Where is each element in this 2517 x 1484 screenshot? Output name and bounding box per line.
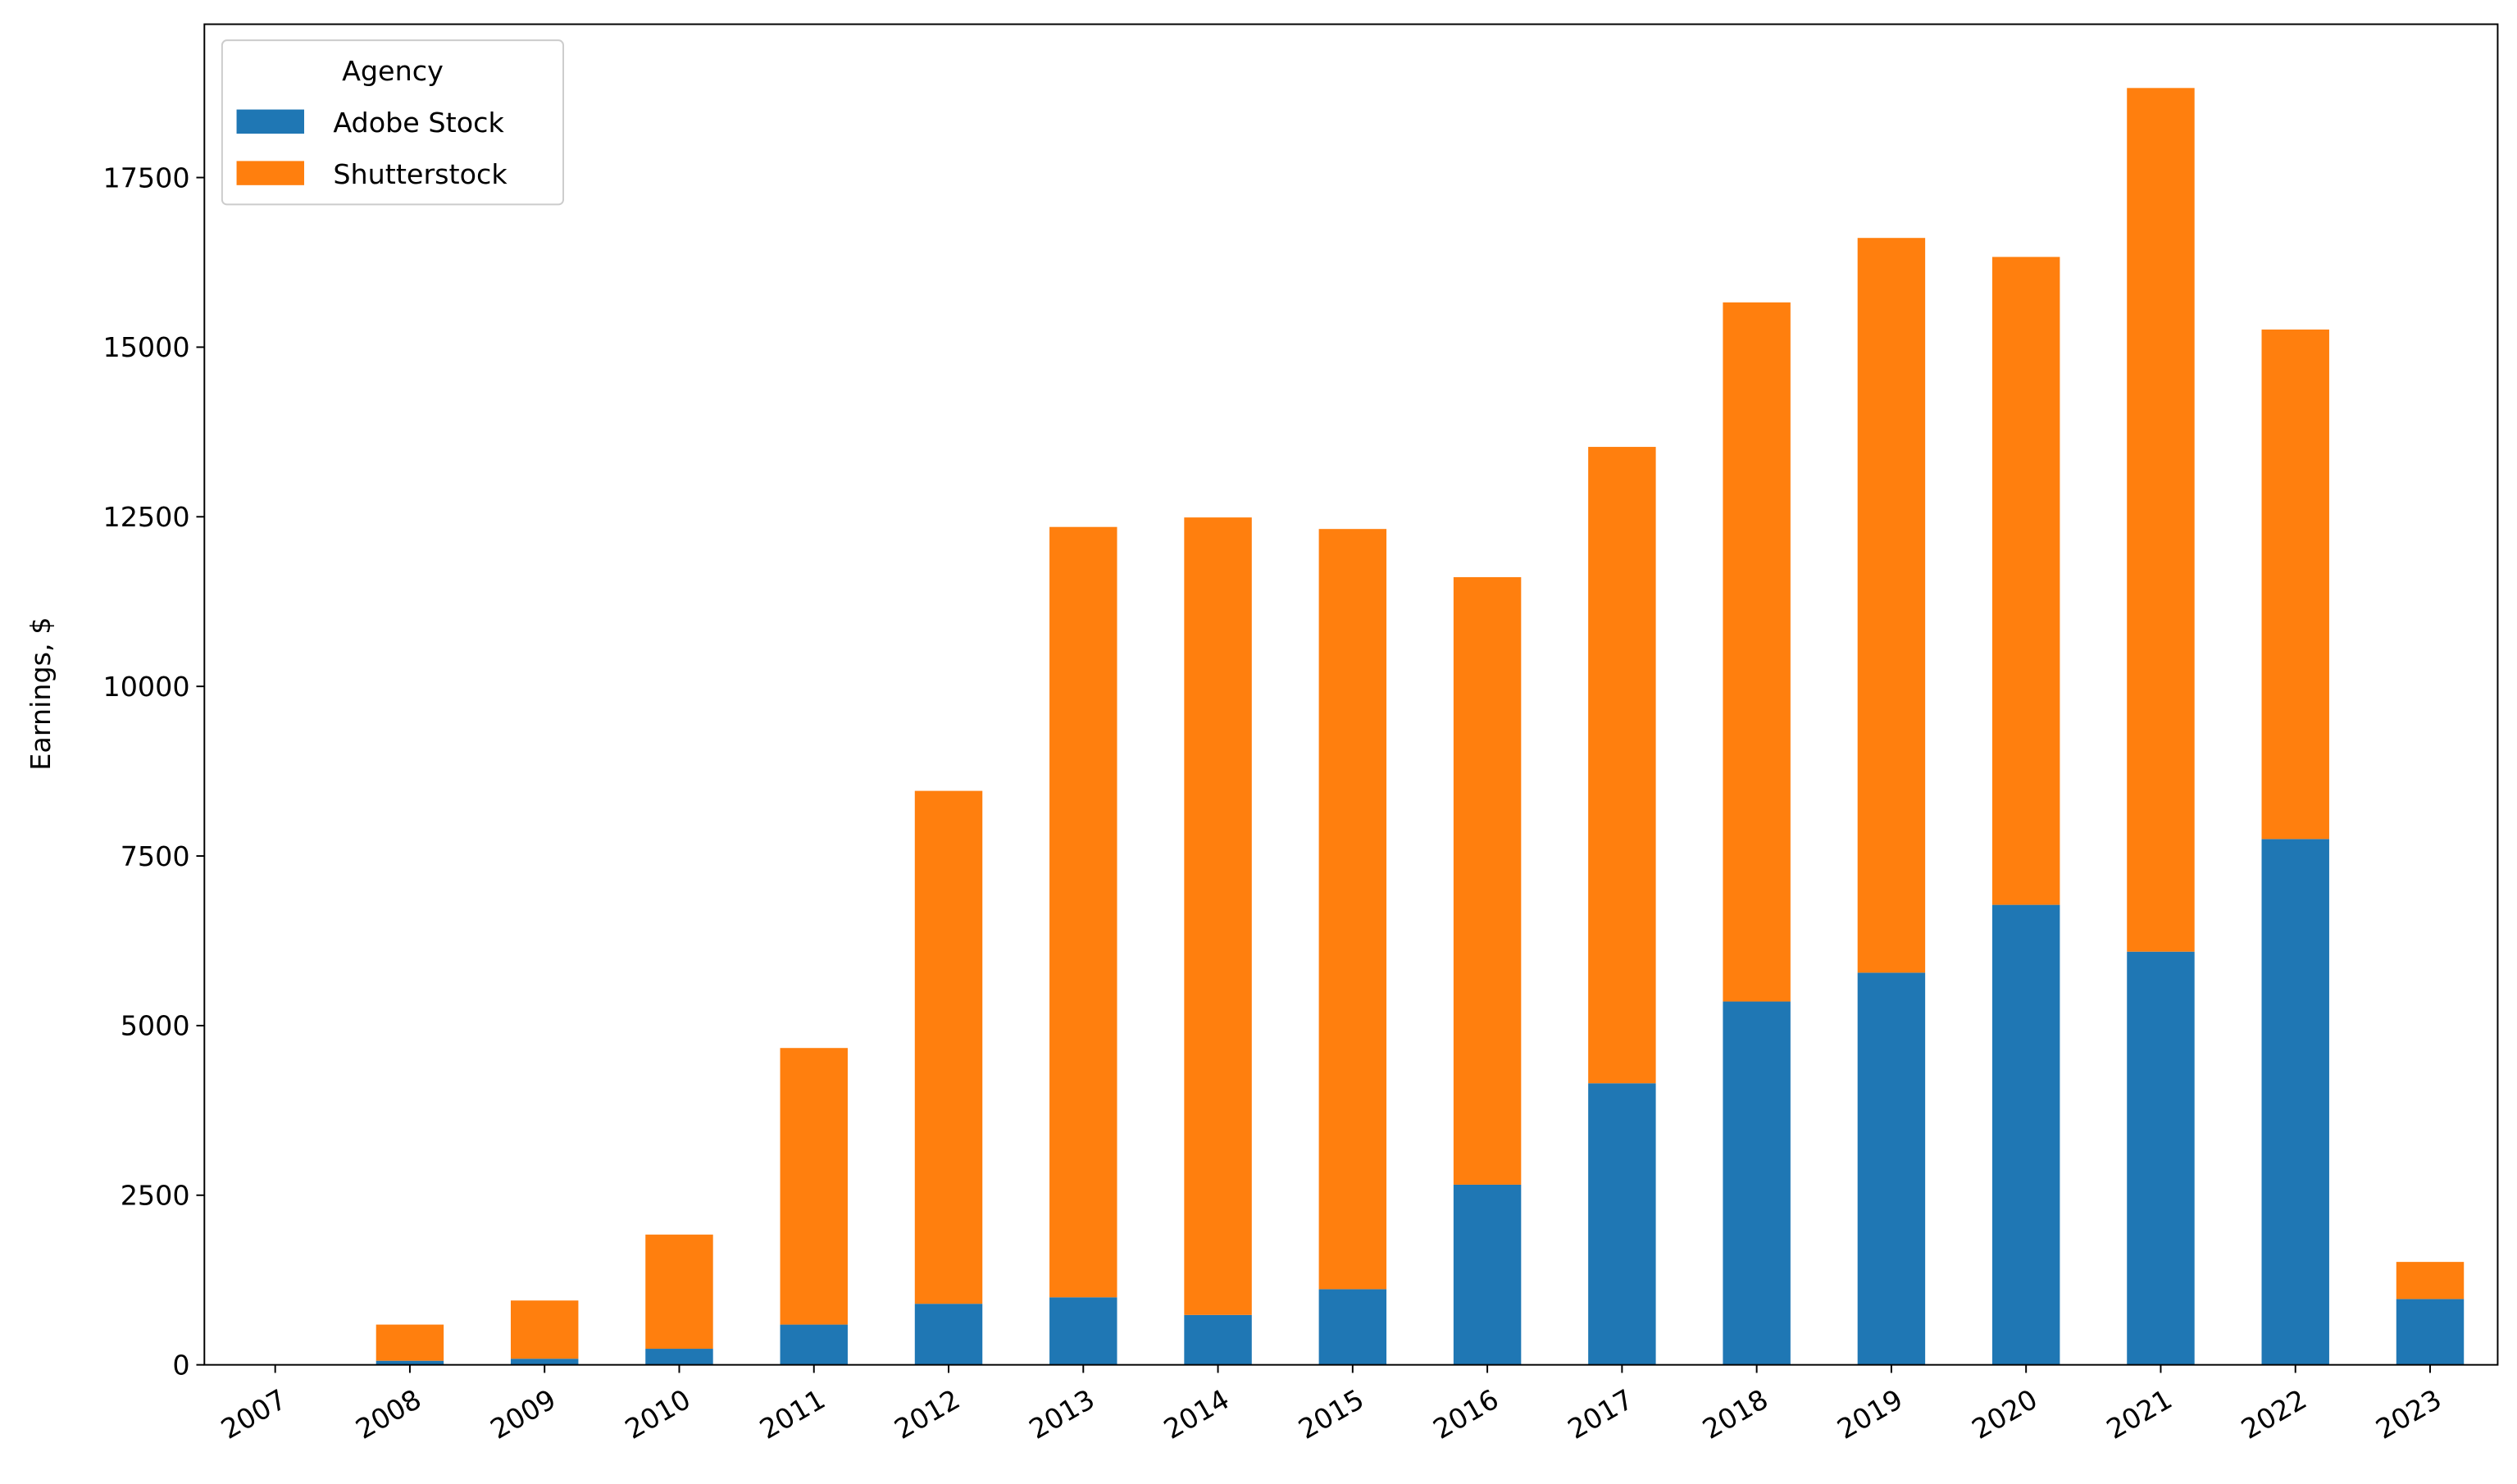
y-tick-label: 5000: [121, 1010, 190, 1042]
bar-adobe-stock-2023: [2396, 1299, 2465, 1365]
bar-shutterstock-2019: [1857, 238, 1926, 973]
legend-label-shutterstock: Shutterstock: [333, 158, 507, 190]
bar-shutterstock-2021: [2127, 88, 2195, 952]
bar-shutterstock-2020: [1991, 257, 2060, 905]
x-tick-label: 2017: [1563, 1383, 1639, 1445]
bar-adobe-stock-2008: [376, 1360, 444, 1365]
x-tick-label: 2010: [620, 1383, 696, 1445]
bar-shutterstock-2022: [2261, 329, 2329, 840]
bars-layer: [376, 88, 2465, 1365]
x-tick-label: 2009: [485, 1383, 561, 1445]
x-tick-label: 2020: [1966, 1383, 2042, 1445]
x-tick-label: 2013: [1024, 1383, 1100, 1445]
bar-adobe-stock-2009: [510, 1359, 579, 1365]
legend: Agency Adobe Stock Shutterstock: [221, 39, 565, 206]
y-tick-label: 17500: [102, 162, 189, 193]
plot-frame: [203, 23, 2499, 1366]
bar-shutterstock-2014: [1184, 517, 1252, 1315]
legend-swatch-adobe-stock: [236, 109, 304, 134]
legend-box: [221, 39, 565, 206]
bar-adobe-stock-2020: [1991, 904, 2060, 1365]
bar-shutterstock-2012: [914, 790, 983, 1304]
y-tick-label: 0: [172, 1349, 189, 1381]
x-tick-label: 2007: [216, 1383, 292, 1445]
x-tick-label: 2011: [754, 1383, 831, 1445]
y-tick-label: 15000: [102, 331, 189, 363]
x-tick-label: 2014: [1158, 1383, 1235, 1445]
bar-shutterstock-2018: [1723, 302, 1791, 1002]
y-tick-label: 10000: [102, 671, 189, 703]
x-tick-label: 2019: [1832, 1383, 1908, 1445]
bar-adobe-stock-2017: [1588, 1083, 1656, 1365]
bar-adobe-stock-2018: [1723, 1001, 1791, 1365]
bar-adobe-stock-2012: [914, 1304, 983, 1365]
bar-adobe-stock-2011: [780, 1324, 848, 1365]
y-axis-label: Earnings, $: [25, 617, 57, 771]
x-axis: 2007 2008 2009 2010 2011 2012 2013 2014 2015 2016…: [216, 1364, 2446, 1445]
bar-shutterstock-2009: [510, 1300, 579, 1359]
bar-shutterstock-2023: [2396, 1262, 2465, 1300]
y-tick-label: 2500: [121, 1180, 190, 1212]
legend-label-adobe-stock: Adobe Stock: [333, 107, 504, 139]
bar-shutterstock-2016: [1453, 576, 1522, 1185]
y-tick-label: 12500: [102, 501, 189, 533]
x-tick-label: 2016: [1427, 1383, 1504, 1445]
bar-shutterstock-2010: [645, 1234, 713, 1350]
x-tick-label: 2012: [889, 1383, 965, 1445]
bar-adobe-stock-2015: [1318, 1289, 1387, 1365]
bar-adobe-stock-2013: [1049, 1297, 1117, 1365]
x-tick-label: 2018: [1697, 1383, 1773, 1445]
bar-adobe-stock-2014: [1184, 1314, 1252, 1365]
legend-title: Agency: [342, 55, 444, 87]
bar-shutterstock-2015: [1318, 529, 1387, 1290]
x-tick-label: 2015: [1293, 1383, 1369, 1445]
bar-shutterstock-2008: [376, 1324, 444, 1361]
bar-adobe-stock-2019: [1857, 972, 1926, 1365]
bar-adobe-stock-2021: [2127, 951, 2195, 1365]
legend-swatch-shutterstock: [236, 161, 304, 185]
bar-adobe-stock-2022: [2261, 839, 2329, 1365]
x-tick-label: 2022: [2236, 1383, 2312, 1445]
bar-adobe-stock-2010: [645, 1349, 713, 1365]
x-tick-label: 2021: [2101, 1383, 2178, 1445]
y-axis: 0 2500 5000 7500 10000 12500 15000 17500: [102, 162, 205, 1381]
y-tick-label: 7500: [121, 840, 190, 872]
bar-shutterstock-2017: [1588, 447, 1656, 1084]
bar-adobe-stock-2016: [1453, 1184, 1522, 1365]
bar-shutterstock-2011: [780, 1048, 848, 1325]
x-tick-label: 2023: [2370, 1383, 2446, 1445]
bar-shutterstock-2013: [1049, 526, 1117, 1298]
x-tick-label: 2008: [350, 1383, 426, 1445]
